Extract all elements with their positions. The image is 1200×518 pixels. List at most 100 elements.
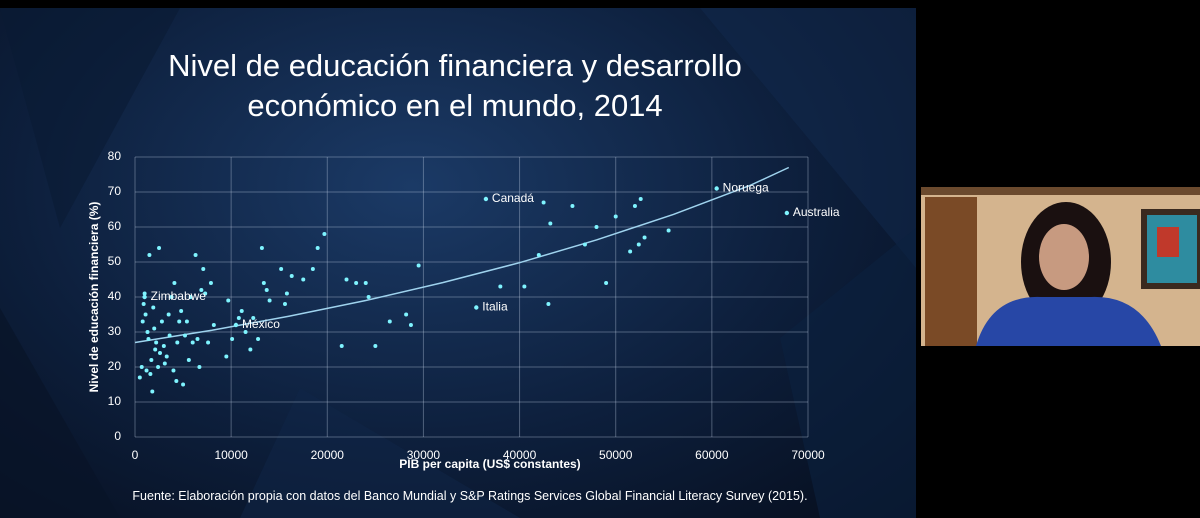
scatter-point — [206, 340, 211, 345]
scatter-point — [142, 291, 147, 296]
scatter-point — [230, 337, 235, 341]
scatter-point — [315, 246, 320, 250]
y-tick-label: 10 — [108, 394, 122, 408]
scatter-point — [157, 246, 162, 250]
point-annotation: Italia — [482, 300, 508, 314]
scatter-point — [162, 361, 167, 366]
annotated-point — [784, 210, 790, 216]
annotated-point — [142, 294, 147, 300]
scatter-point — [642, 235, 647, 240]
scatter-point — [322, 232, 327, 236]
scatter-point — [199, 288, 204, 292]
scatter-point — [632, 204, 637, 208]
scatter-point — [186, 358, 191, 362]
scatter-point — [354, 281, 359, 285]
scatter-point — [604, 281, 609, 285]
scatter-point — [310, 267, 315, 271]
scatter-point — [174, 379, 179, 383]
scatter-point — [157, 351, 162, 355]
x-tick-label: 30000 — [407, 448, 441, 462]
scatter-point — [301, 277, 306, 282]
scatter-point — [171, 368, 176, 373]
chart-title: Nivel de educación financiera y desarrol… — [168, 48, 742, 123]
scatter-point — [167, 333, 172, 338]
scatter-point — [339, 344, 344, 348]
scatter-point — [628, 249, 633, 254]
x-tick-label: 40000 — [503, 448, 537, 462]
scatter-point — [154, 340, 159, 345]
scatter-point — [366, 295, 371, 299]
scatter-point — [243, 330, 248, 334]
scatter-point — [195, 337, 200, 341]
trend-line — [134, 166, 790, 344]
scatter-point — [498, 284, 503, 289]
y-tick-label: 70 — [108, 184, 122, 198]
scatter-point — [284, 291, 289, 296]
scatter-point — [289, 274, 294, 278]
annotated-point — [474, 305, 479, 310]
y-axis-label: Nivel de educación financiera (%) — [87, 202, 101, 393]
scatter-point — [208, 281, 213, 285]
scatter-point — [159, 319, 164, 324]
x-axis-label: PIB per capita (US$ constantes) — [399, 457, 580, 471]
scatter-point — [259, 246, 264, 250]
annotated-point — [483, 196, 489, 202]
scatter-point — [164, 354, 169, 359]
point-annotation: Zimbabwe — [151, 289, 207, 303]
y-tick-label: 40 — [108, 289, 122, 303]
scatter-point — [236, 316, 241, 320]
scatter-point — [139, 365, 144, 369]
scatter-point — [190, 340, 195, 345]
scatter-point — [172, 281, 177, 285]
scatter-point — [248, 347, 253, 352]
scatter-point — [179, 309, 184, 313]
scatter-point — [256, 337, 261, 341]
y-tick-label: 30 — [108, 324, 122, 338]
scatter-point — [522, 284, 527, 289]
scatter-point — [177, 319, 182, 324]
y-tick-label: 60 — [108, 219, 122, 233]
slide: Nivel de educación financiera y desarrol… — [0, 8, 916, 518]
scatter-point — [344, 277, 349, 282]
scatter-point — [175, 340, 180, 345]
x-tick-label: 0 — [132, 448, 139, 462]
scatter-point — [224, 354, 229, 359]
scatter-point — [197, 365, 202, 369]
scatter-point — [137, 375, 142, 380]
scatter-point — [182, 333, 187, 338]
x-tick-label: 50000 — [599, 448, 633, 462]
webcam-video — [921, 187, 1200, 346]
scatter-point — [146, 337, 151, 341]
scatter-point — [666, 228, 671, 233]
point-annotation: Noruega — [723, 181, 769, 195]
scatter-point — [373, 344, 378, 348]
scatter-point — [184, 319, 189, 324]
scatter-point — [548, 221, 553, 226]
slide-background — [0, 8, 916, 518]
chart: Nivel de educación financiera (%) PIB pe… — [87, 149, 840, 471]
x-tick-label: 20000 — [311, 448, 345, 462]
scatter-point — [148, 372, 153, 376]
scatter-point — [536, 253, 541, 257]
scatter-point — [153, 347, 158, 352]
scatter-point — [141, 302, 146, 306]
scatter-point — [613, 214, 618, 219]
scatter-point — [144, 368, 149, 373]
scatter-point — [181, 382, 186, 387]
point-annotation: Canadá — [492, 191, 534, 205]
scatter-point — [251, 316, 256, 320]
point-annotation: Australia — [793, 205, 840, 219]
webcam-scene — [921, 187, 1200, 346]
scatter-point — [161, 344, 166, 348]
scatter-point — [193, 253, 198, 257]
scatter-point — [201, 267, 206, 271]
scatter-point — [267, 298, 272, 303]
scatter-point — [156, 365, 161, 369]
scatter-point — [145, 330, 150, 334]
x-tick-label: 10000 — [214, 448, 248, 462]
point-annotation: México — [242, 317, 280, 331]
scatter-point — [211, 323, 216, 327]
scatter-point — [152, 326, 157, 331]
scatter-point — [546, 302, 551, 306]
